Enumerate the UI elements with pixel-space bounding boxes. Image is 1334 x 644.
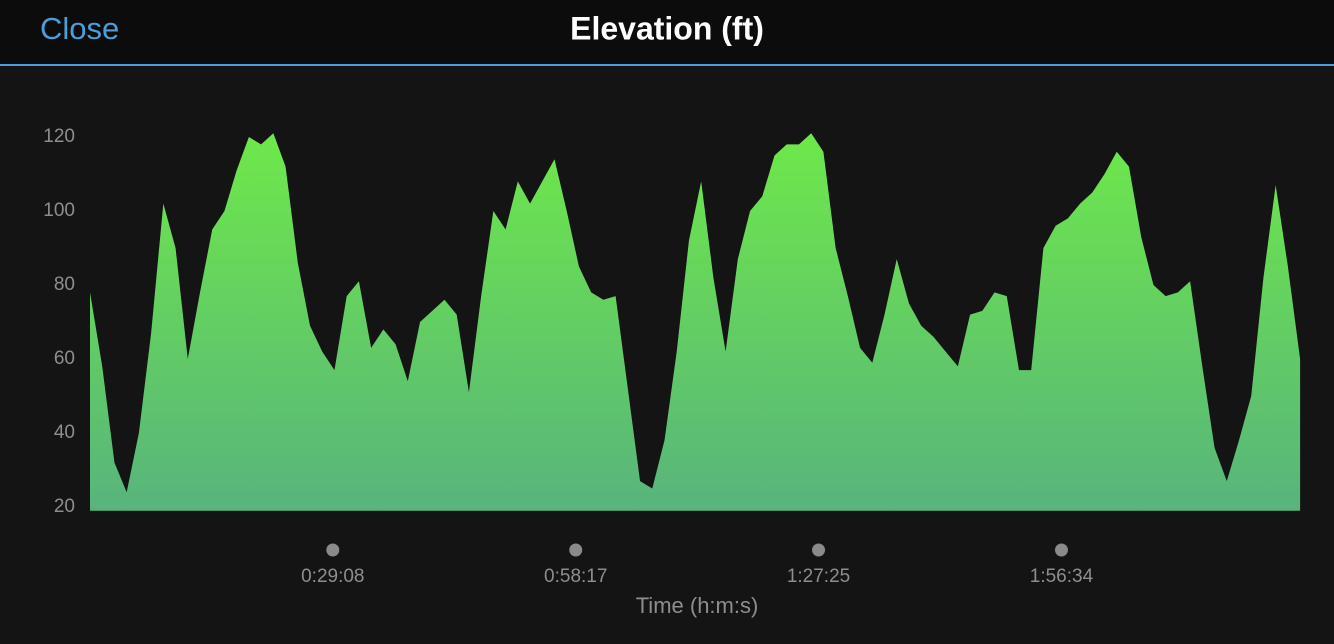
title: Elevation (ft) [570, 10, 764, 46]
x-axis-label: Time (h:m:s) [636, 593, 759, 618]
close-button[interactable]: Close [40, 11, 119, 46]
x-tick-label: 0:58:17 [544, 566, 607, 587]
x-tick-dot [1054, 543, 1068, 557]
x-tick-dot [569, 543, 583, 557]
x-tick-dot [812, 543, 826, 557]
y-tick-label: 20 [54, 496, 75, 517]
x-tick-label: 0:29:08 [301, 566, 364, 587]
y-tick-label: 40 [54, 422, 75, 443]
y-tick-label: 100 [43, 200, 75, 221]
x-tick-dot [326, 543, 340, 557]
y-tick-label: 80 [54, 274, 75, 295]
x-tick-label: 1:27:25 [787, 566, 850, 587]
y-tick-label: 60 [54, 348, 75, 369]
y-tick-label: 120 [43, 126, 75, 147]
x-tick-label: 1:56:34 [1030, 566, 1094, 587]
elevation-area [90, 133, 1301, 511]
header-bar [0, 0, 1334, 64]
